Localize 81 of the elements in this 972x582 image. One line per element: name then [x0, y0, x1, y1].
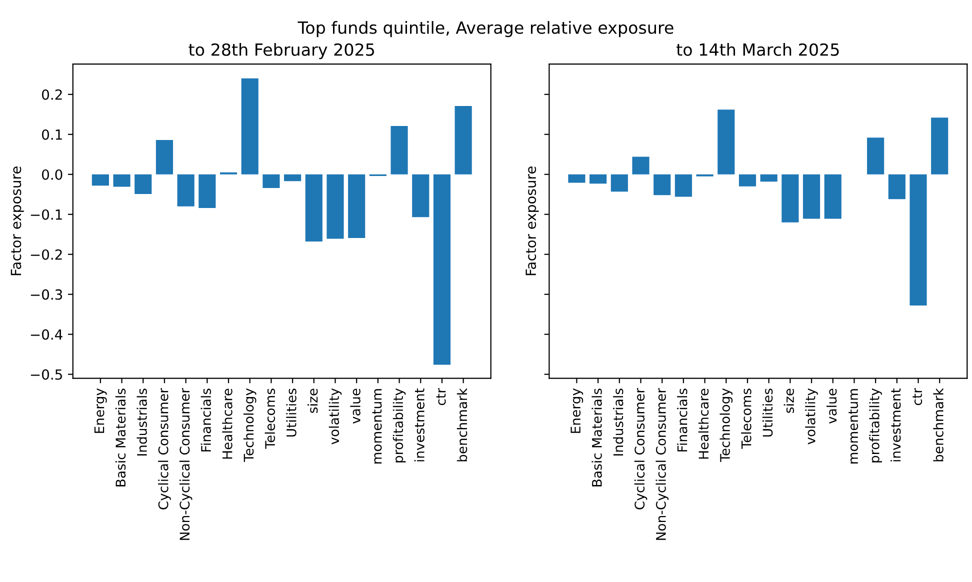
bar: [760, 174, 778, 182]
bar: [931, 118, 948, 174]
bar: [454, 106, 472, 174]
bar: [590, 174, 607, 184]
x-tick-label: Utilities: [762, 388, 773, 437]
x-tick-label: ctr: [436, 388, 446, 406]
bar: [674, 174, 692, 197]
bar: [782, 174, 799, 222]
bar: [326, 174, 344, 239]
x-tick-label: momentum: [848, 389, 858, 464]
bar: [568, 174, 586, 183]
x-tick-label: benchmark: [456, 388, 468, 462]
x-tick-label: Cyclical Consumer: [634, 388, 648, 510]
bar: [390, 126, 408, 174]
x-tick-label: momentum: [372, 389, 382, 464]
x-tick-label: Utilities: [286, 388, 296, 437]
y-axis-title: Factor exposure: [10, 166, 24, 276]
x-tick-label: Technology: [720, 388, 733, 462]
x-tick-label: value: [826, 388, 837, 424]
x-tick-label: investment: [890, 388, 901, 462]
bar: [433, 174, 451, 365]
y-axis-title: Factor exposure: [526, 166, 539, 276]
bar: [113, 174, 130, 187]
x-tick-label: Basic Materials: [115, 388, 126, 486]
bar: [824, 174, 842, 219]
x-tick-label: Financials: [200, 388, 211, 452]
bar: [718, 110, 735, 174]
x-tick-label: Financials: [677, 388, 688, 452]
bar: [802, 174, 820, 219]
chart-subtitle: Top funds quintile, Average relative exposure: [298, 21, 674, 38]
y-tick-label: 0.1: [42, 129, 62, 140]
bar: [348, 174, 366, 238]
bar: [654, 174, 671, 196]
x-tick-label: investment: [414, 388, 424, 462]
x-tick-label: size: [308, 388, 318, 413]
bar: [412, 174, 430, 218]
x-tick-label: Healthcare: [222, 388, 232, 459]
x-tick-label: profitability: [392, 388, 406, 462]
x-tick-label: value: [350, 388, 360, 424]
x-tick-label: volatility: [328, 388, 342, 444]
x-tick-label: ctr: [912, 388, 922, 406]
bar: [610, 174, 628, 192]
bar: [241, 78, 258, 174]
bar: [305, 174, 322, 242]
x-tick-label: benchmark: [933, 388, 944, 462]
bar: [177, 174, 194, 206]
bar: [910, 174, 927, 306]
x-tick-label: Basic Materials: [592, 388, 602, 486]
y-tick-label: 0.0: [42, 169, 62, 180]
y-tick-label: −0.2: [30, 249, 62, 260]
x-tick-label: volatility: [805, 388, 818, 444]
bar: [262, 174, 280, 188]
bar: [156, 140, 174, 174]
bar: [92, 174, 109, 186]
y-tick-label: −0.4: [30, 329, 62, 340]
x-tick-label: size: [784, 388, 794, 413]
x-tick-label: Energy: [94, 388, 107, 433]
x-tick-label: Non-Cyclical Consumer: [179, 388, 192, 540]
x-tick-label: Technology: [243, 388, 256, 462]
x-tick-label: Non-Cyclical Consumer: [656, 388, 668, 540]
x-tick-label: Cyclical Consumer: [158, 388, 171, 510]
x-tick-label: profitability: [869, 388, 882, 462]
bar: [867, 138, 884, 174]
y-tick-label: −0.5: [30, 369, 62, 380]
chart-title: to 28th February 2025: [188, 43, 374, 60]
y-tick-label: 0.2: [42, 89, 62, 100]
chart-title: to 14th March 2025: [676, 43, 839, 56]
bar: [888, 174, 906, 200]
y-tick-label: −0.3: [30, 289, 62, 300]
x-tick-label: Industrials: [613, 388, 624, 456]
x-tick-label: Energy: [570, 388, 584, 433]
bar: [134, 174, 152, 194]
x-tick-label: Healthcare: [698, 388, 709, 459]
bar: [284, 174, 302, 182]
bar: [632, 156, 650, 174]
bar: [738, 174, 756, 186]
x-tick-label: Industrials: [136, 388, 147, 456]
bar: [198, 174, 216, 208]
x-tick-label: Telecoms: [264, 388, 276, 449]
y-tick-label: −0.1: [30, 209, 62, 220]
x-tick-label: Telecoms: [741, 388, 752, 449]
